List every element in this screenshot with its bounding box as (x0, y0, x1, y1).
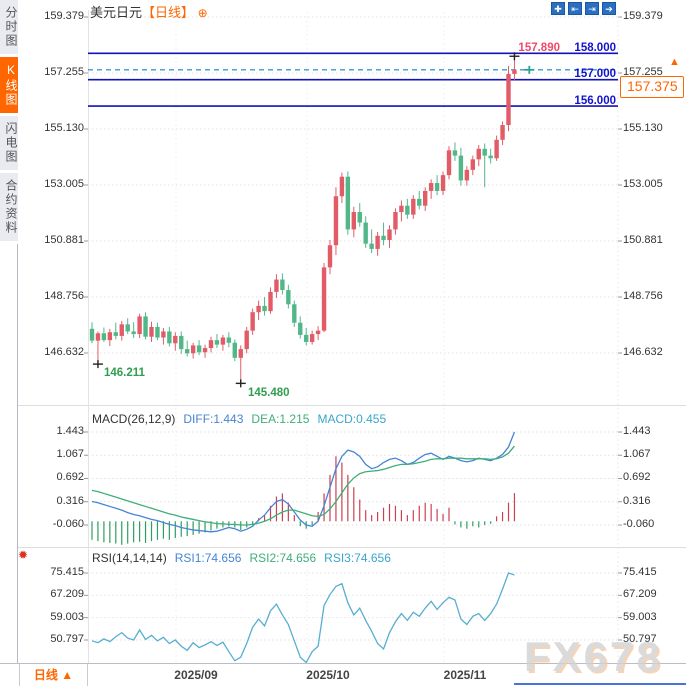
rsi-name: RSI(14,14,14) (92, 551, 167, 565)
x-axis-label-sep: 2025/09 (174, 668, 218, 682)
price-axis-label: 159.379 (623, 10, 663, 22)
sidebar-tab-contract-info[interactable]: 合约资料 (0, 173, 18, 244)
price-axis-label: 157.255 (44, 65, 84, 78)
price-up-arrow-icon: ▲ (669, 56, 680, 68)
rsi-axis-label: 75.415 (623, 565, 657, 578)
macd-dea-line (91, 445, 515, 526)
period-label: 日线 (33, 668, 58, 682)
macd-axis-label: -0.060 (623, 518, 655, 530)
bottom-axis-bar: 日线 ▲ 2025/09 2025/10 2025/11 (0, 663, 686, 686)
add-indicator-icon[interactable]: ⊕ (197, 6, 208, 20)
rsi-axis-label: 67.209 (623, 588, 657, 601)
price-axis-label: 150.881 (44, 233, 84, 246)
macd-axis-label: 1.443 (56, 424, 84, 437)
level-label-157[interactable]: 157.000 (574, 68, 616, 80)
chart-title: 美元日元【日线】 ⊕ (90, 2, 208, 21)
low-annotation-146211: 146.211 (104, 367, 145, 379)
period-tag: 【日线】 (142, 5, 195, 20)
horizontal-scrollbar[interactable] (514, 683, 686, 685)
sidebar-tab-candlestick[interactable]: K线图 (0, 57, 18, 116)
macd-diff-value: DIFF:1.443 (183, 412, 244, 426)
rsi-line (91, 572, 515, 664)
exit-chart-icon[interactable]: ➔ (602, 2, 616, 15)
price-axis-label: 153.005 (44, 178, 84, 190)
x-axis-label-nov: 2025/11 (443, 668, 487, 682)
rsi3-value: RSI3:74.656 (324, 551, 391, 565)
crosshair-icon[interactable]: ✚ (551, 2, 565, 15)
price-axis-label: 153.005 (623, 178, 663, 190)
macd-axis-label: 0.692 (56, 471, 84, 484)
price-axis-label: 159.379 (44, 10, 84, 22)
macd-axis-label: 1.067 (623, 448, 651, 461)
period-selector-button[interactable]: 日线 ▲ (19, 664, 88, 686)
zoom-x-range-icon[interactable]: ⇤ (568, 2, 582, 15)
macd-axis-label: 0.692 (623, 471, 651, 484)
macd-dea-value: DEA:1.215 (251, 412, 310, 426)
x-axis-label-oct: 2025/10 (306, 668, 350, 682)
indicator-settings-icon[interactable]: ✹ (18, 548, 29, 562)
price-axis-label: 150.881 (623, 233, 663, 246)
rsi-axis-label: 75.415 (50, 565, 84, 578)
rsi-axis-label: 50.797 (50, 633, 84, 645)
price-axis-label: 148.756 (44, 290, 84, 302)
shift-right-icon[interactable]: ⇥ (585, 2, 599, 15)
rsi-axis-label: 67.209 (50, 588, 84, 601)
price-axis-label: 148.756 (623, 290, 663, 302)
price-axis-label: 155.130 (44, 121, 84, 134)
symbol-name: 美元日元 (90, 5, 143, 20)
rsi-axis-label: 50.797 (623, 633, 657, 645)
rsi-header[interactable]: RSI(14,14,14) RSI1:74.656 RSI2:74.656 RSI3:… (92, 551, 391, 565)
price-axis-label: 146.632 (44, 345, 84, 358)
candlestick-series (89, 56, 517, 384)
low-annotation-145480: 145.480 (248, 387, 290, 399)
macd-axis-label: 1.443 (623, 424, 651, 437)
rsi1-value: RSI1:74.656 (174, 551, 242, 565)
level-label-156[interactable]: 156.000 (574, 95, 616, 107)
level-label-158[interactable]: 158.000 (574, 42, 616, 54)
rsi-axis-label: 59.003 (623, 610, 657, 623)
macd-axis-label: 1.067 (56, 448, 84, 461)
high-price-label: 157.890 (518, 42, 560, 54)
macd-name: MACD(26,12,9) (92, 412, 176, 426)
sidebar-tab-timeline[interactable]: 分时图 (0, 0, 18, 57)
rsi-axis-label: 59.003 (50, 610, 84, 623)
sidebar: 分时图 K线图 闪电图 合约资料 (0, 0, 18, 663)
current-price-badge: 157.375 (620, 76, 684, 98)
macd-histogram (91, 456, 516, 545)
rsi2-value: RSI2:74.656 (249, 551, 317, 565)
macd-diff-line (91, 431, 516, 533)
price-axis-label: 155.130 (623, 121, 663, 134)
macd-axis-label: 0.316 (56, 494, 84, 507)
chart-toolbar: ✚ ⇤ ⇥ ➔ (551, 2, 616, 15)
macd-axis-label: -0.060 (52, 518, 84, 530)
price-axis-label: 146.632 (623, 345, 663, 358)
price-axis-label: 157.255 (623, 65, 663, 78)
sidebar-tab-lightning[interactable]: 闪电图 (0, 116, 18, 173)
macd-header[interactable]: MACD(26,12,9) DIFF:1.443 DEA:1.215 MACD:0.4… (92, 412, 386, 426)
macd-axis-label: 0.316 (623, 494, 651, 507)
macd-hist-value: MACD:0.455 (317, 412, 387, 426)
period-dropdown-arrow-icon: ▲ (61, 668, 74, 682)
